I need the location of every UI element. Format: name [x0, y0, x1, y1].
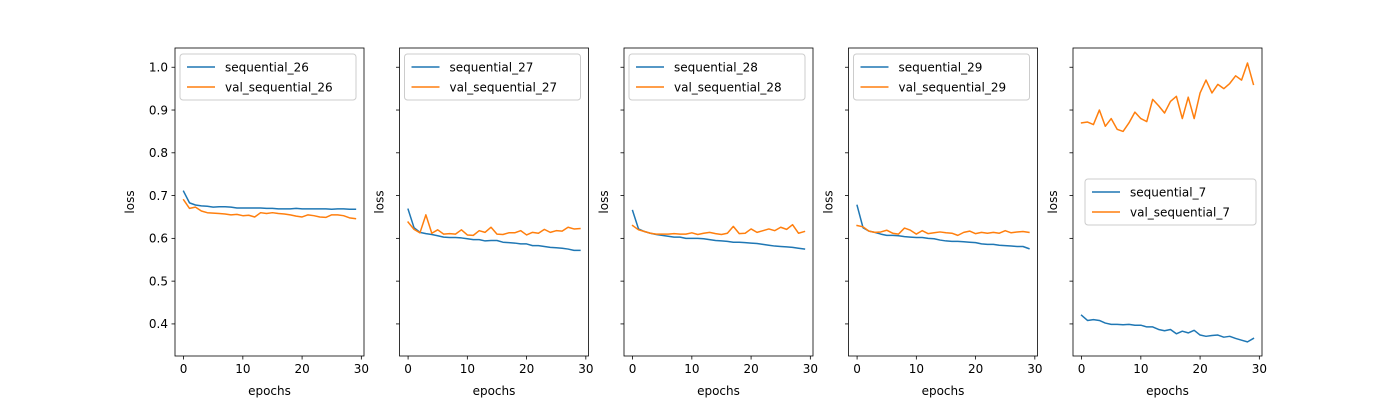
x-axis-label: epochs — [922, 384, 965, 398]
y-axis-label: loss — [822, 190, 836, 213]
x-tick-label: 20 — [968, 362, 983, 376]
x-tick-label: 10 — [684, 362, 699, 376]
legend-label: sequential_29 — [899, 61, 983, 75]
y-tick-label: 0.7 — [149, 189, 168, 203]
x-tick-label: 30 — [354, 362, 369, 376]
series-line-val — [1080, 62, 1255, 133]
legend: sequential_29 val_sequential_29 — [853, 53, 1030, 101]
legend-label: sequential_26 — [225, 61, 309, 75]
axes-frame — [174, 47, 365, 357]
x-tick-label: 0 — [1078, 362, 1086, 376]
legend: sequential_26 val_sequential_26 — [179, 53, 357, 101]
x-tick-label: 30 — [1252, 362, 1267, 376]
chart-panel-2: 0 10 20 30 epochs loss sequential_27 val_sequen… — [373, 47, 593, 398]
series-line-val — [407, 214, 581, 237]
series-line-train — [631, 209, 806, 250]
series-line-train — [182, 190, 357, 211]
legend-box — [179, 53, 357, 101]
x-tick-label: 0 — [629, 362, 637, 376]
legend-label: val_sequential_29 — [899, 81, 1007, 95]
legend-label: val_sequential_27 — [450, 81, 558, 95]
legend-box — [1084, 178, 1257, 226]
y-axis-label: loss — [373, 190, 387, 213]
chart-panel-5: 0 10 20 30 epochs loss sequential_7 val_sequent… — [1046, 47, 1267, 398]
series-line-val — [182, 198, 357, 220]
chart-panel-3: 0 10 20 30 epochs loss sequential_28 val_sequen… — [597, 47, 818, 398]
x-tick-label: 20 — [294, 362, 309, 376]
series-line-train — [1080, 314, 1255, 343]
axes-frame — [1072, 47, 1263, 357]
legend-label: sequential_27 — [450, 61, 534, 75]
y-axis-label: loss — [1046, 190, 1060, 213]
legend-box — [628, 53, 806, 101]
y-tick-label: 0.9 — [149, 103, 168, 117]
axes-frame — [623, 47, 814, 357]
chart-panel-1: 0 10 20 30 0.4 0.5 0.6 0.7 0.8 0.9 1.0 epochs loss se… — [123, 47, 369, 398]
legend: sequential_7 val_sequential_7 — [1084, 178, 1257, 226]
x-axis-label: epochs — [1146, 384, 1189, 398]
y-tick-label: 0.5 — [149, 274, 168, 288]
series-line-val — [631, 223, 806, 236]
legend-label: sequential_7 — [1130, 186, 1206, 200]
y-tick-label: 1.0 — [149, 61, 168, 75]
x-tick-label: 20 — [1192, 362, 1207, 376]
legend-box — [404, 53, 581, 101]
x-tick-label: 20 — [519, 362, 534, 376]
x-tick-label: 10 — [460, 362, 475, 376]
x-axis-label: epochs — [697, 384, 740, 398]
legend-label: sequential_28 — [674, 61, 758, 75]
legend: sequential_27 val_sequential_27 — [404, 53, 581, 101]
y-tick-label: 0.8 — [149, 146, 168, 160]
x-tick-label: 0 — [404, 362, 412, 376]
y-tick-label: 0.4 — [149, 317, 168, 331]
series-line-val — [856, 224, 1030, 237]
x-axis-label: epochs — [248, 384, 291, 398]
x-tick-label: 10 — [1133, 362, 1148, 376]
y-axis-label: loss — [123, 190, 137, 213]
series-line-train — [407, 208, 581, 252]
x-tick-label: 20 — [743, 362, 758, 376]
legend-label: val_sequential_7 — [1130, 206, 1230, 220]
x-tick-label: 0 — [853, 362, 861, 376]
chart-panel-4: 0 10 20 30 epochs loss sequential_29 val_sequen… — [822, 47, 1042, 398]
series-line-train — [856, 204, 1030, 250]
x-tick-label: 30 — [578, 362, 593, 376]
y-axis-label: loss — [597, 190, 611, 213]
x-tick-label: 10 — [909, 362, 924, 376]
x-axis-label: epochs — [473, 384, 516, 398]
x-tick-label: 10 — [235, 362, 250, 376]
legend: sequential_28 val_sequential_28 — [628, 53, 806, 101]
axes-frame — [848, 47, 1038, 357]
x-tick-label: 0 — [180, 362, 188, 376]
axes-frame — [399, 47, 589, 357]
legend-label: val_sequential_28 — [674, 81, 782, 95]
x-tick-label: 30 — [803, 362, 818, 376]
legend-label: val_sequential_26 — [225, 81, 333, 95]
legend-box — [853, 53, 1030, 101]
y-tick-label: 0.6 — [149, 232, 168, 246]
x-tick-label: 30 — [1027, 362, 1042, 376]
